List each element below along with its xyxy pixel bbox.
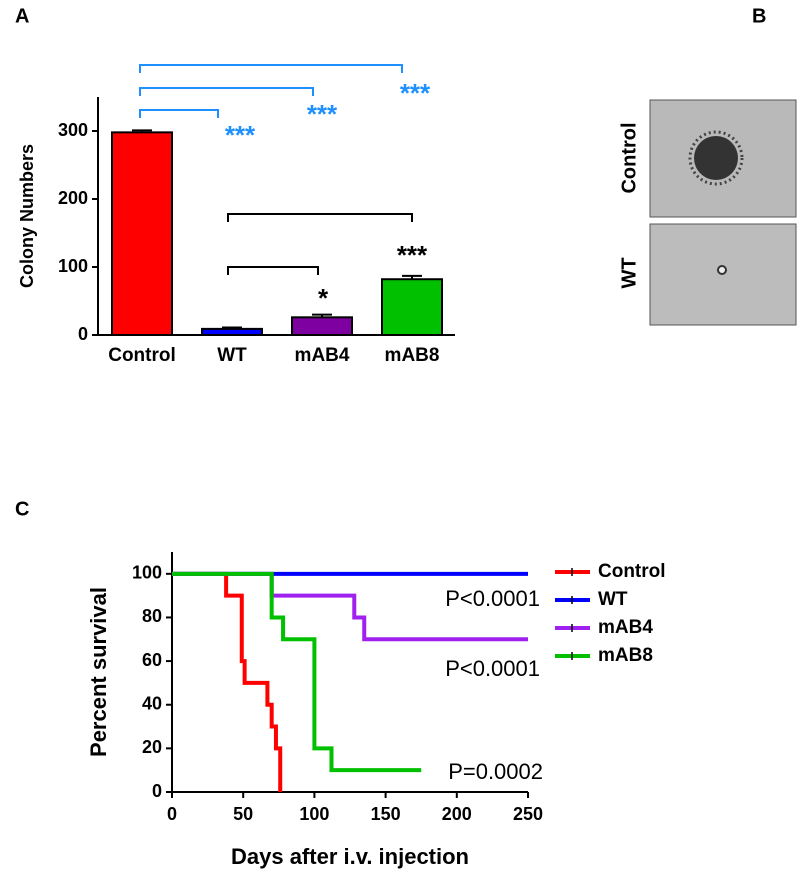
y-tick-label: 0 [152, 781, 162, 801]
panel-label: A [15, 5, 29, 27]
bar [111, 131, 173, 336]
y-tick-label: 0 [78, 324, 88, 344]
survival-line [172, 571, 422, 773]
colony [694, 136, 738, 180]
panel-label: C [15, 498, 29, 520]
significance-bracket [227, 213, 413, 222]
significance-label: * [318, 283, 329, 313]
x-tick-label: Control [108, 345, 176, 366]
bar [201, 327, 263, 337]
legend-label: WT [598, 589, 628, 610]
panel-label: B [752, 5, 766, 27]
significance-label: *** [397, 240, 428, 270]
y-tick-label: 60 [142, 650, 162, 670]
y-tick-label: 300 [58, 120, 88, 140]
y-tick-label: 200 [58, 188, 88, 208]
x-tick-label: mAB4 [295, 345, 350, 366]
x-axis-label: Days after i.v. injection [231, 844, 469, 869]
survival-line [172, 571, 283, 792]
x-tick-label: mAB8 [385, 345, 440, 366]
x-tick-label: 200 [442, 804, 472, 824]
p-value: P<0.0001 [445, 656, 540, 681]
y-axis-label: Percent survival [86, 587, 111, 757]
significance-bracket [139, 109, 219, 118]
row-label: WT [618, 257, 640, 288]
x-tick-label: 150 [371, 804, 401, 824]
y-tick-label: 100 [58, 256, 88, 276]
significance-bracket [227, 266, 319, 275]
x-tick-label: 50 [233, 804, 253, 824]
significance-label: *** [307, 99, 338, 129]
significance-bracket [139, 64, 403, 73]
legend-label: Control [598, 561, 666, 582]
x-tick-label: 0 [167, 804, 177, 824]
row-label: Control [618, 122, 640, 193]
y-tick-label: 20 [142, 737, 162, 757]
legend-label: mAB8 [598, 645, 653, 666]
x-tick-label: 250 [513, 804, 543, 824]
y-tick-label: 40 [142, 693, 162, 713]
significance-label: *** [225, 120, 256, 150]
cell [717, 265, 727, 275]
legend-label: mAB4 [598, 617, 653, 638]
bar [291, 316, 353, 337]
x-tick-label: WT [217, 345, 247, 366]
y-tick-label: 80 [142, 606, 162, 626]
significance-bracket [139, 87, 314, 96]
p-value: P=0.0002 [448, 759, 543, 784]
y-axis-label: Colony Numbers [17, 144, 37, 288]
x-tick-label: 100 [299, 804, 329, 824]
colony-edge [688, 130, 744, 186]
p-value: P<0.0001 [445, 586, 540, 611]
significance-label: *** [400, 78, 431, 108]
y-tick-label: 100 [132, 563, 162, 583]
bar [381, 278, 443, 336]
